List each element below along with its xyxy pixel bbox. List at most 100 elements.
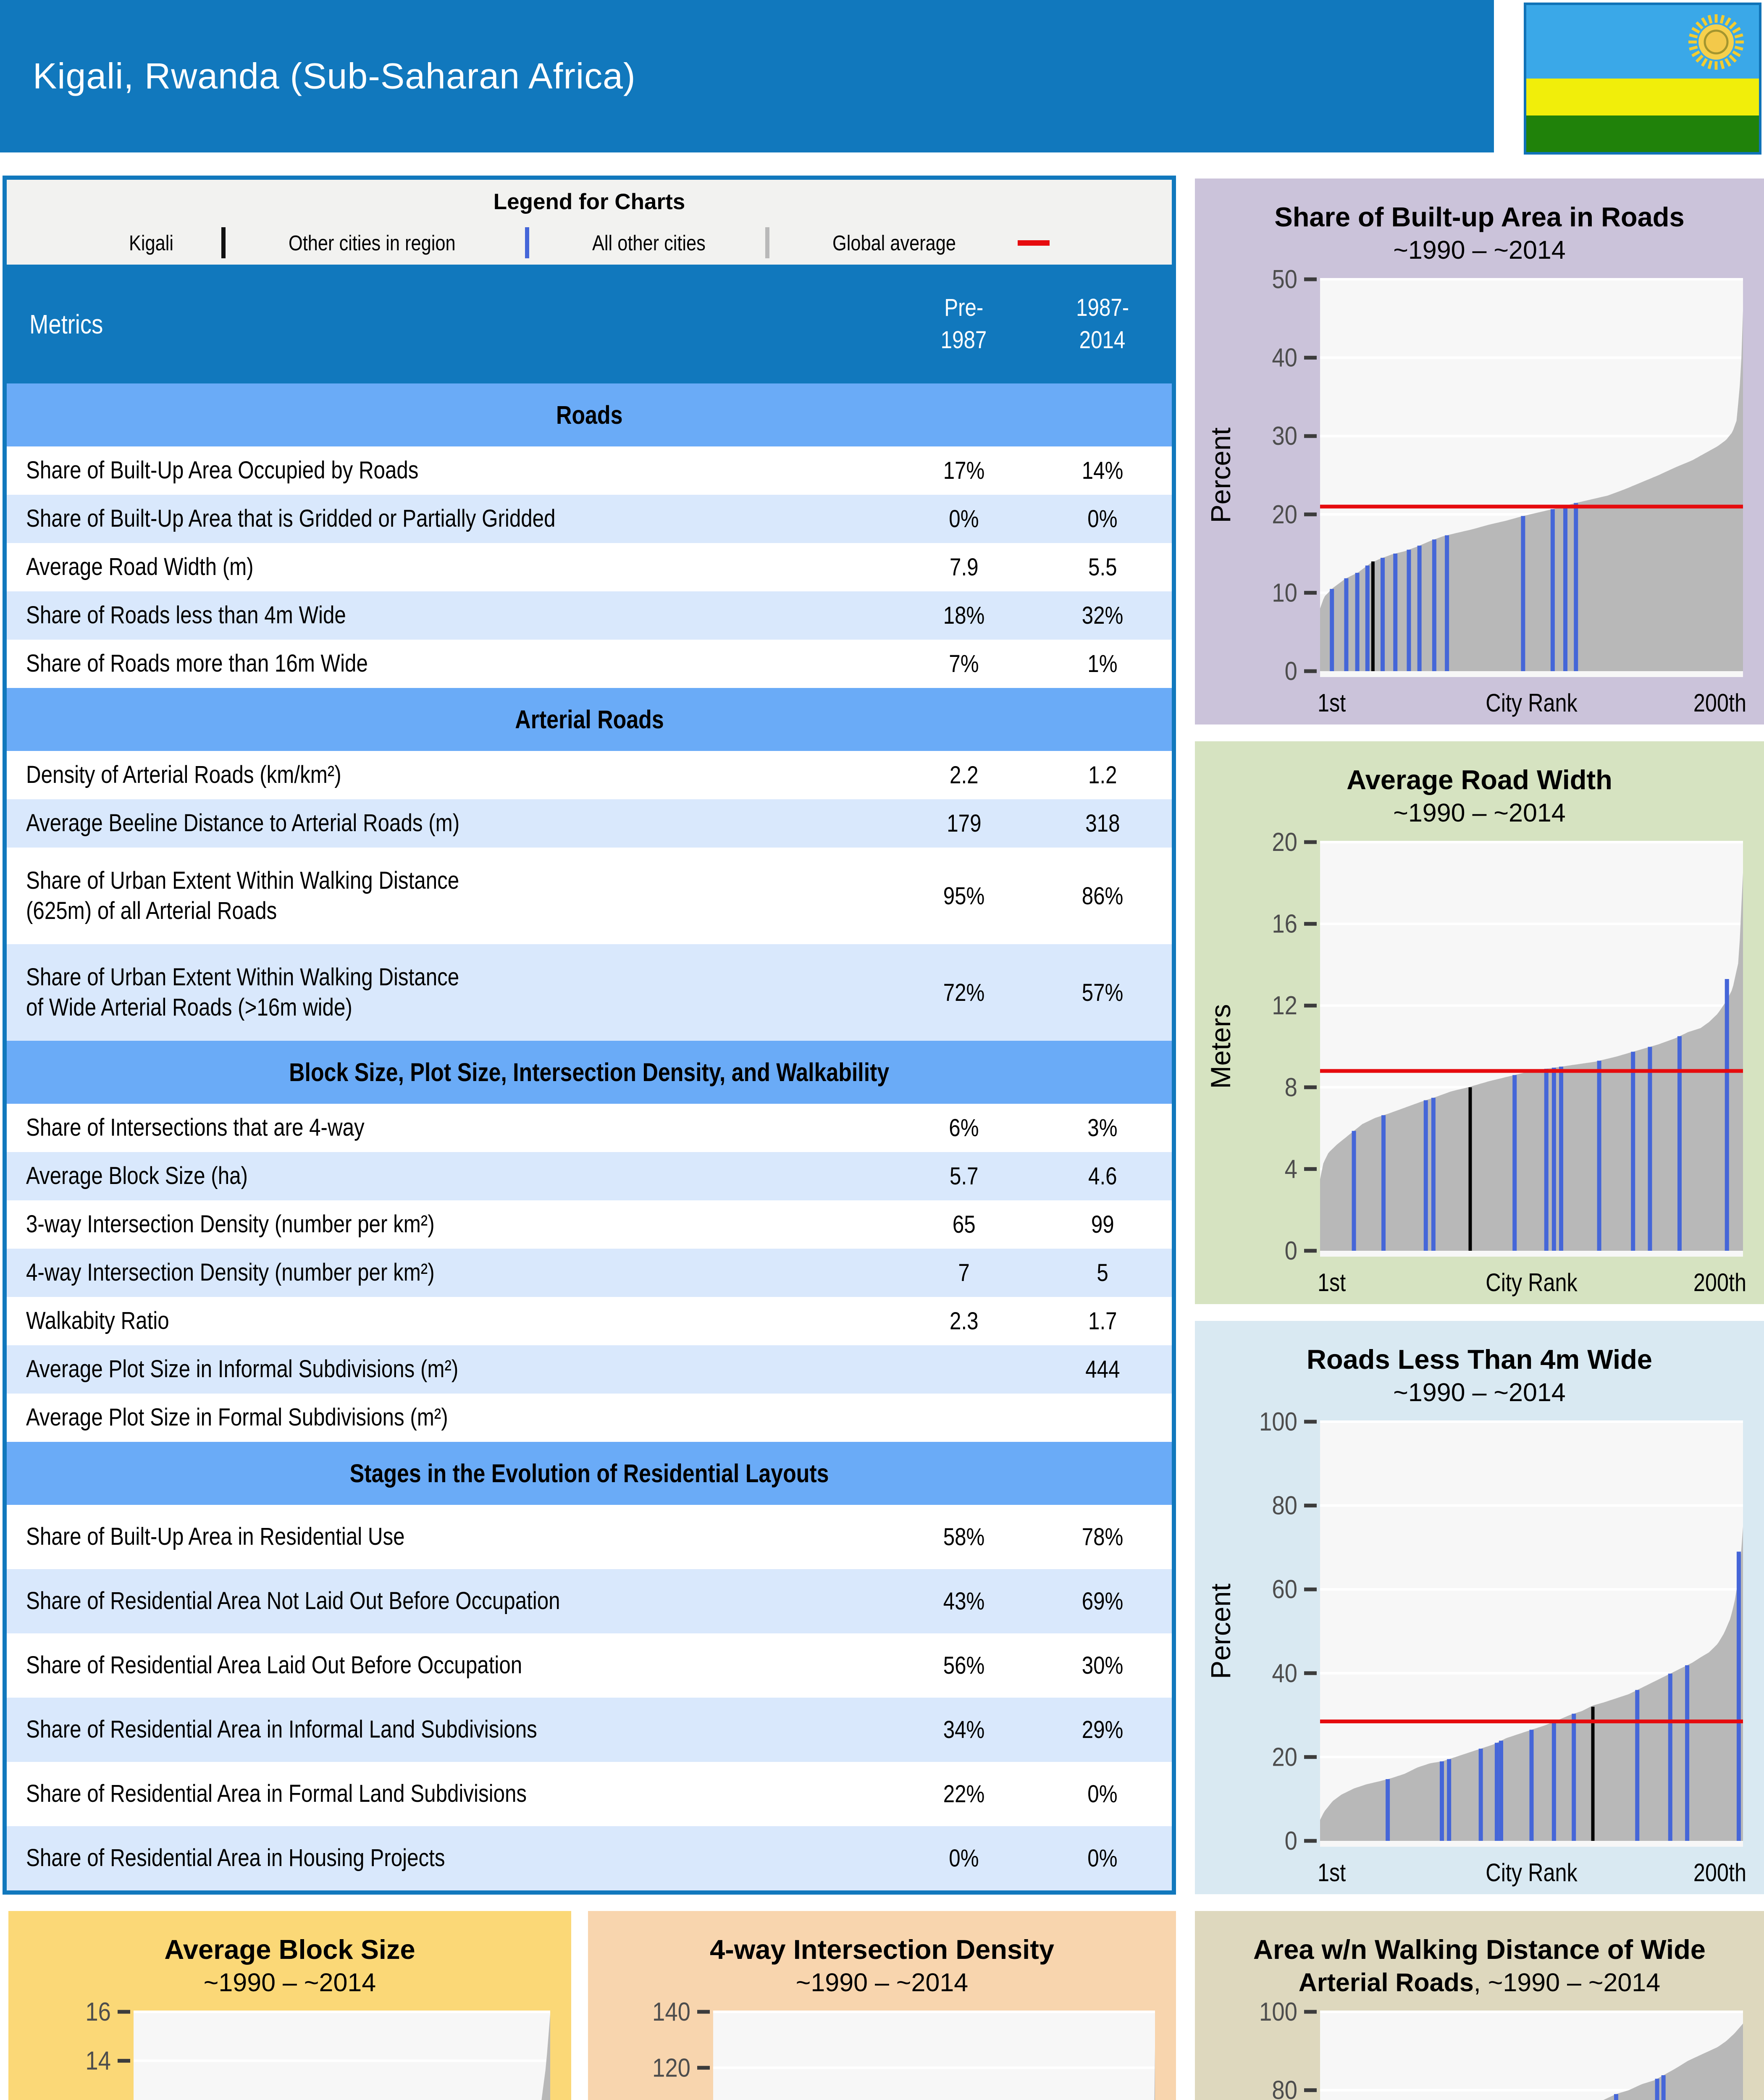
- table-row: Share of Built-Up Area that is Gridded o…: [7, 495, 1172, 543]
- chart-plot: 0 4 8 12 16 20 Meters 1st City Rank 200th: [1205, 828, 1746, 1297]
- y-tick-label: 0: [1285, 1827, 1297, 1856]
- legend-item-kigali: Kigali: [129, 227, 226, 258]
- distribution-area: [1603, 2024, 1743, 2100]
- metric-value-pre1987: 6%: [949, 1114, 979, 1142]
- metric-label: Average Block Size (ha): [26, 1162, 248, 1190]
- chart-plot: 020406080100120140Number per km²1stCity …: [652, 1998, 1155, 2100]
- metric-label: 4-way Intersection Density (number per k…: [26, 1259, 435, 1286]
- metric-value-pre1987: 5.7: [949, 1163, 979, 1190]
- metric-label: Average Road Width (m): [26, 553, 254, 581]
- metric-label: Density of Arterial Roads (km/km²): [26, 761, 341, 789]
- chart-legend: Legend for Charts Kigali Other cities in…: [7, 180, 1172, 265]
- metric-label: Share of Urban Extent Within Walking Dis…: [26, 963, 459, 991]
- section-label: Roads: [556, 401, 623, 429]
- table-row: Walkabity Ratio 2.3 1.7: [7, 1297, 1172, 1345]
- chart-title: 4-way Intersection Density: [710, 1934, 1054, 1965]
- table-section-header: Stages in the Evolution of Residential L…: [7, 1442, 1172, 1505]
- table-row: 4-way Intersection Density (number per k…: [7, 1249, 1172, 1297]
- metric-label: Share of Residential Area in Formal Land…: [26, 1780, 527, 1808]
- metric-label: Share of Intersections that are 4-way: [26, 1114, 365, 1142]
- y-tick-label: 100: [1259, 1407, 1297, 1436]
- region-bar-icon: [525, 227, 529, 258]
- 1987-2014-column-header: 1987- 2014: [1076, 294, 1129, 354]
- kigali-bar-icon: [221, 227, 226, 258]
- table-row: Share of Residential Area in Informal La…: [7, 1698, 1172, 1762]
- metric-value-pre1987: 2.3: [949, 1307, 979, 1335]
- legend-label: Other cities in region: [288, 231, 456, 255]
- metric-label: Share of Built-Up Area that is Gridded o…: [26, 505, 556, 533]
- all-cities-bar-icon: [765, 227, 770, 258]
- y-tick-label: 140: [652, 1998, 690, 2026]
- metric-value-pre1987: 7.9: [949, 554, 979, 581]
- table-section-header: Roads: [7, 383, 1172, 446]
- metric-value-1987-2014: 14%: [1082, 457, 1124, 484]
- table-row: Share of Urban Extent Within Walking Dis…: [7, 944, 1172, 1041]
- plot-background: [713, 2012, 1155, 2100]
- metric-value-1987-2014: 1%: [1087, 650, 1118, 677]
- table-row: Share of Residential Area Laid Out Befor…: [7, 1633, 1172, 1698]
- section-label: Stages in the Evolution of Residential L…: [349, 1459, 829, 1488]
- y-tick-label: 40: [1272, 1659, 1297, 1688]
- chart-card-share-built-up-area-in-roads: Share of Built-up Area in Roads ~1990 – ~…: [1195, 178, 1764, 724]
- chart-plot: 0 20 40 60 80 100 Percent 1st City Rank 200th: [1205, 1407, 1746, 1887]
- chart-card-roads-less-than-4m-wide: Roads Less Than 4m Wide ~1990 – ~2014 0 20 4…: [1195, 1321, 1764, 1894]
- y-tick-label: 40: [1272, 344, 1297, 373]
- y-tick-label: 50: [1272, 265, 1297, 294]
- metrics-column-header: Metrics: [29, 309, 103, 339]
- metric-label: Share of Roads less than 4m Wide: [26, 601, 346, 629]
- table-row: Share of Roads more than 16m Wide 7% 1%: [7, 640, 1172, 688]
- table-row: Share of Roads less than 4m Wide 18% 32%: [7, 591, 1172, 640]
- table-row: Average Road Width (m) 7.9 5.5: [7, 543, 1172, 591]
- table-row: Density of Arterial Roads (km/km²) 2.2 1.2: [7, 751, 1172, 799]
- metric-label: Share of Built-Up Area Occupied by Roads: [26, 457, 419, 484]
- metric-value-pre1987: 58%: [943, 1523, 985, 1551]
- rwanda-flag-icon: [1524, 3, 1761, 155]
- metric-label: Share of Urban Extent Within Walking Dis…: [26, 866, 459, 894]
- metric-label: Average Plot Size in Formal Subdivisions…: [26, 1404, 448, 1431]
- legend-label: Kigali: [129, 231, 174, 255]
- metric-value-pre1987: 179: [946, 810, 982, 837]
- x-axis-last-label: 200th: [1693, 1858, 1746, 1887]
- metric-label: 3-way Intersection Density (number per k…: [26, 1210, 435, 1238]
- y-tick-label: 0: [1285, 657, 1297, 686]
- legend-items: Kigali Other cities in region All other …: [7, 227, 1172, 258]
- metrics-panel: Legend for Charts Kigali Other cities in…: [3, 176, 1176, 1895]
- y-axis-label: Percent: [1205, 428, 1236, 523]
- page-title: Kigali, Rwanda (Sub-Saharan Africa): [33, 56, 636, 96]
- chart-card-average-block-size: Average Block Size~1990 – ~2014024681012…: [8, 1911, 571, 2100]
- legend-title: Legend for Charts: [493, 189, 685, 214]
- metric-value-1987-2014: 1.7: [1088, 1307, 1117, 1335]
- plot-background: [134, 2012, 550, 2100]
- table-row: Share of Built-Up Area Occupied by Roads…: [7, 446, 1172, 495]
- metric-value-1987-2014: 0%: [1087, 505, 1118, 533]
- metric-value-1987-2014: 318: [1085, 810, 1120, 837]
- chart-subtitle: ~1990 – ~2014: [1393, 236, 1566, 265]
- metric-value-1987-2014: 86%: [1082, 882, 1124, 910]
- flag-sun-icon: [1688, 14, 1744, 70]
- metric-label: of Wide Arterial Roads (>16m wide): [26, 994, 352, 1021]
- x-axis-first-label: 1st: [1318, 1858, 1346, 1887]
- metric-value-pre1987: 2.2: [949, 761, 979, 789]
- table-row: Share of Urban Extent Within Walking Dis…: [7, 848, 1172, 944]
- metric-value-1987-2014: 30%: [1082, 1652, 1124, 1679]
- metric-value-1987-2014: 57%: [1082, 979, 1124, 1006]
- metric-label: Share of Roads more than 16m Wide: [26, 650, 368, 677]
- legend-item-region: Other cities in region: [289, 227, 529, 258]
- metric-value-1987-2014: 0%: [1087, 1780, 1118, 1808]
- legend-label: Global average: [832, 231, 956, 255]
- pre-1987-column-header: Pre- 1987: [941, 294, 987, 354]
- x-axis-first-label: 1st: [1318, 689, 1346, 717]
- metric-value-1987-2014: 32%: [1082, 602, 1124, 629]
- metric-value-pre1987: 0%: [949, 505, 979, 533]
- table-row: Average Plot Size in Informal Subdivisio…: [7, 1345, 1172, 1394]
- y-tick-label: 4: [1285, 1155, 1297, 1184]
- chart-subtitle: ~1990 – ~2014: [795, 1968, 969, 1997]
- chart-title: Average Block Size: [164, 1934, 415, 1965]
- table-row: Average Plot Size in Formal Subdivisions…: [7, 1394, 1172, 1442]
- y-tick-label: 12: [85, 2095, 111, 2100]
- metric-value-pre1987: 65: [952, 1211, 976, 1238]
- y-tick-label: 80: [1272, 2076, 1297, 2100]
- chart-card-four-way-intersection-density: 4-way Intersection Density ~1990 – ~20140…: [588, 1911, 1176, 2100]
- distribution-area: [1320, 310, 1743, 672]
- legend-label: All other cities: [592, 231, 706, 255]
